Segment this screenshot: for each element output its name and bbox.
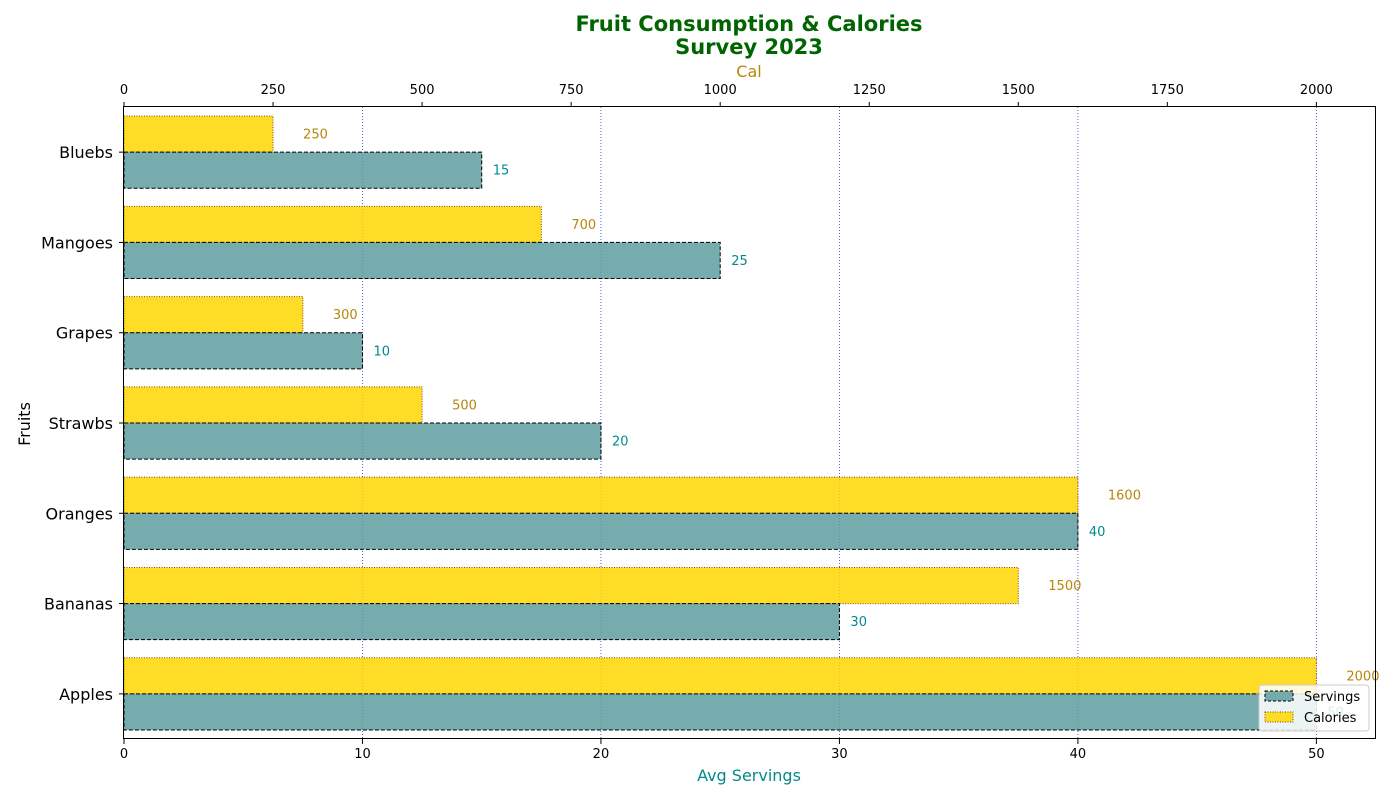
bar-calories-grapes bbox=[123, 296, 304, 334]
value-label-calories: 300 bbox=[333, 308, 358, 323]
value-label-calories: 1500 bbox=[1048, 579, 1081, 594]
bar-calories-bananas bbox=[123, 566, 1019, 605]
top-tick-label: 750 bbox=[559, 83, 584, 98]
bar-servings-strawbs bbox=[123, 422, 602, 460]
value-label-servings: 20 bbox=[612, 435, 629, 450]
bottom-axis: 0 10 20 30 40 50 bbox=[120, 739, 1325, 762]
top-axis: 0 250 500 750 1000 1250 1500 1750 2000 bbox=[120, 83, 1333, 107]
bar-servings-apples bbox=[123, 693, 1317, 731]
y-tick-label: Oranges bbox=[46, 504, 113, 523]
value-label-servings: 15 bbox=[493, 164, 510, 179]
chart-title: Fruit Consumption & Calories bbox=[575, 12, 922, 36]
top-tick-label: 1750 bbox=[1151, 83, 1184, 98]
legend-swatch-servings bbox=[1264, 690, 1294, 702]
top-tick-label: 1000 bbox=[704, 83, 737, 98]
bar-servings-oranges bbox=[123, 512, 1079, 550]
value-label-calories: 2000 bbox=[1346, 669, 1379, 684]
value-label-servings: 30 bbox=[850, 615, 867, 630]
bottom-axis-title: Avg Servings bbox=[697, 766, 801, 785]
y-tick-label: Bluebs bbox=[59, 143, 113, 162]
y-tick-label: Grapes bbox=[56, 324, 113, 343]
bottom-tick-label: 10 bbox=[354, 747, 371, 762]
legend: Servings Calories bbox=[1258, 684, 1370, 732]
legend-swatch-calories bbox=[1264, 711, 1294, 723]
bar-servings-grapes bbox=[123, 332, 363, 370]
value-label-calories: 250 bbox=[303, 128, 328, 143]
top-axis-title: Cal bbox=[736, 62, 761, 81]
y-axis-title: Fruits bbox=[15, 402, 34, 446]
bottom-tick-label: 20 bbox=[593, 747, 610, 762]
bottom-tick-label: 0 bbox=[120, 747, 128, 762]
legend-label-calories: Calories bbox=[1304, 711, 1357, 726]
legend-label-servings: Servings bbox=[1304, 690, 1360, 705]
bottom-tick-label: 30 bbox=[831, 747, 848, 762]
top-tick-label: 500 bbox=[410, 83, 435, 98]
y-tick-label: Mangoes bbox=[41, 233, 113, 252]
bar-calories-apples bbox=[123, 657, 1317, 695]
chart-subtitle: Survey 2023 bbox=[675, 35, 823, 59]
y-tick-label: Bananas bbox=[44, 595, 113, 614]
value-label-calories: 500 bbox=[452, 398, 477, 413]
top-tick-label: 2000 bbox=[1300, 83, 1333, 98]
value-label-servings: 25 bbox=[731, 254, 748, 269]
bottom-tick-label: 50 bbox=[1308, 747, 1325, 762]
bar-servings-bananas bbox=[123, 603, 840, 641]
top-tick-label: 0 bbox=[120, 83, 128, 98]
y-tick-label: Apples bbox=[59, 685, 113, 704]
value-label-servings: 10 bbox=[373, 344, 390, 359]
y-tick-label: Strawbs bbox=[49, 414, 113, 433]
value-labels: 50200030150040160020500103002570015250 bbox=[303, 128, 1379, 721]
bar-calories-bluebs bbox=[123, 115, 274, 153]
bar-servings-mangoes bbox=[123, 241, 721, 280]
bar-calories-oranges bbox=[123, 476, 1079, 514]
value-label-servings: 40 bbox=[1089, 525, 1106, 540]
top-tick-label: 1500 bbox=[1002, 83, 1035, 98]
value-label-calories: 700 bbox=[571, 218, 596, 233]
top-tick-label: 250 bbox=[261, 83, 286, 98]
top-tick-label: 1250 bbox=[853, 83, 886, 98]
y-axis: Apples Bananas Oranges Strawbs Grapes Mangoes… bbox=[41, 143, 124, 704]
bars-layer bbox=[123, 115, 1317, 731]
bottom-tick-label: 40 bbox=[1070, 747, 1087, 762]
bar-servings-bluebs bbox=[123, 151, 483, 189]
bar-calories-mangoes bbox=[123, 205, 542, 243]
value-label-calories: 1600 bbox=[1108, 489, 1141, 504]
bar-calories-strawbs bbox=[123, 386, 423, 424]
